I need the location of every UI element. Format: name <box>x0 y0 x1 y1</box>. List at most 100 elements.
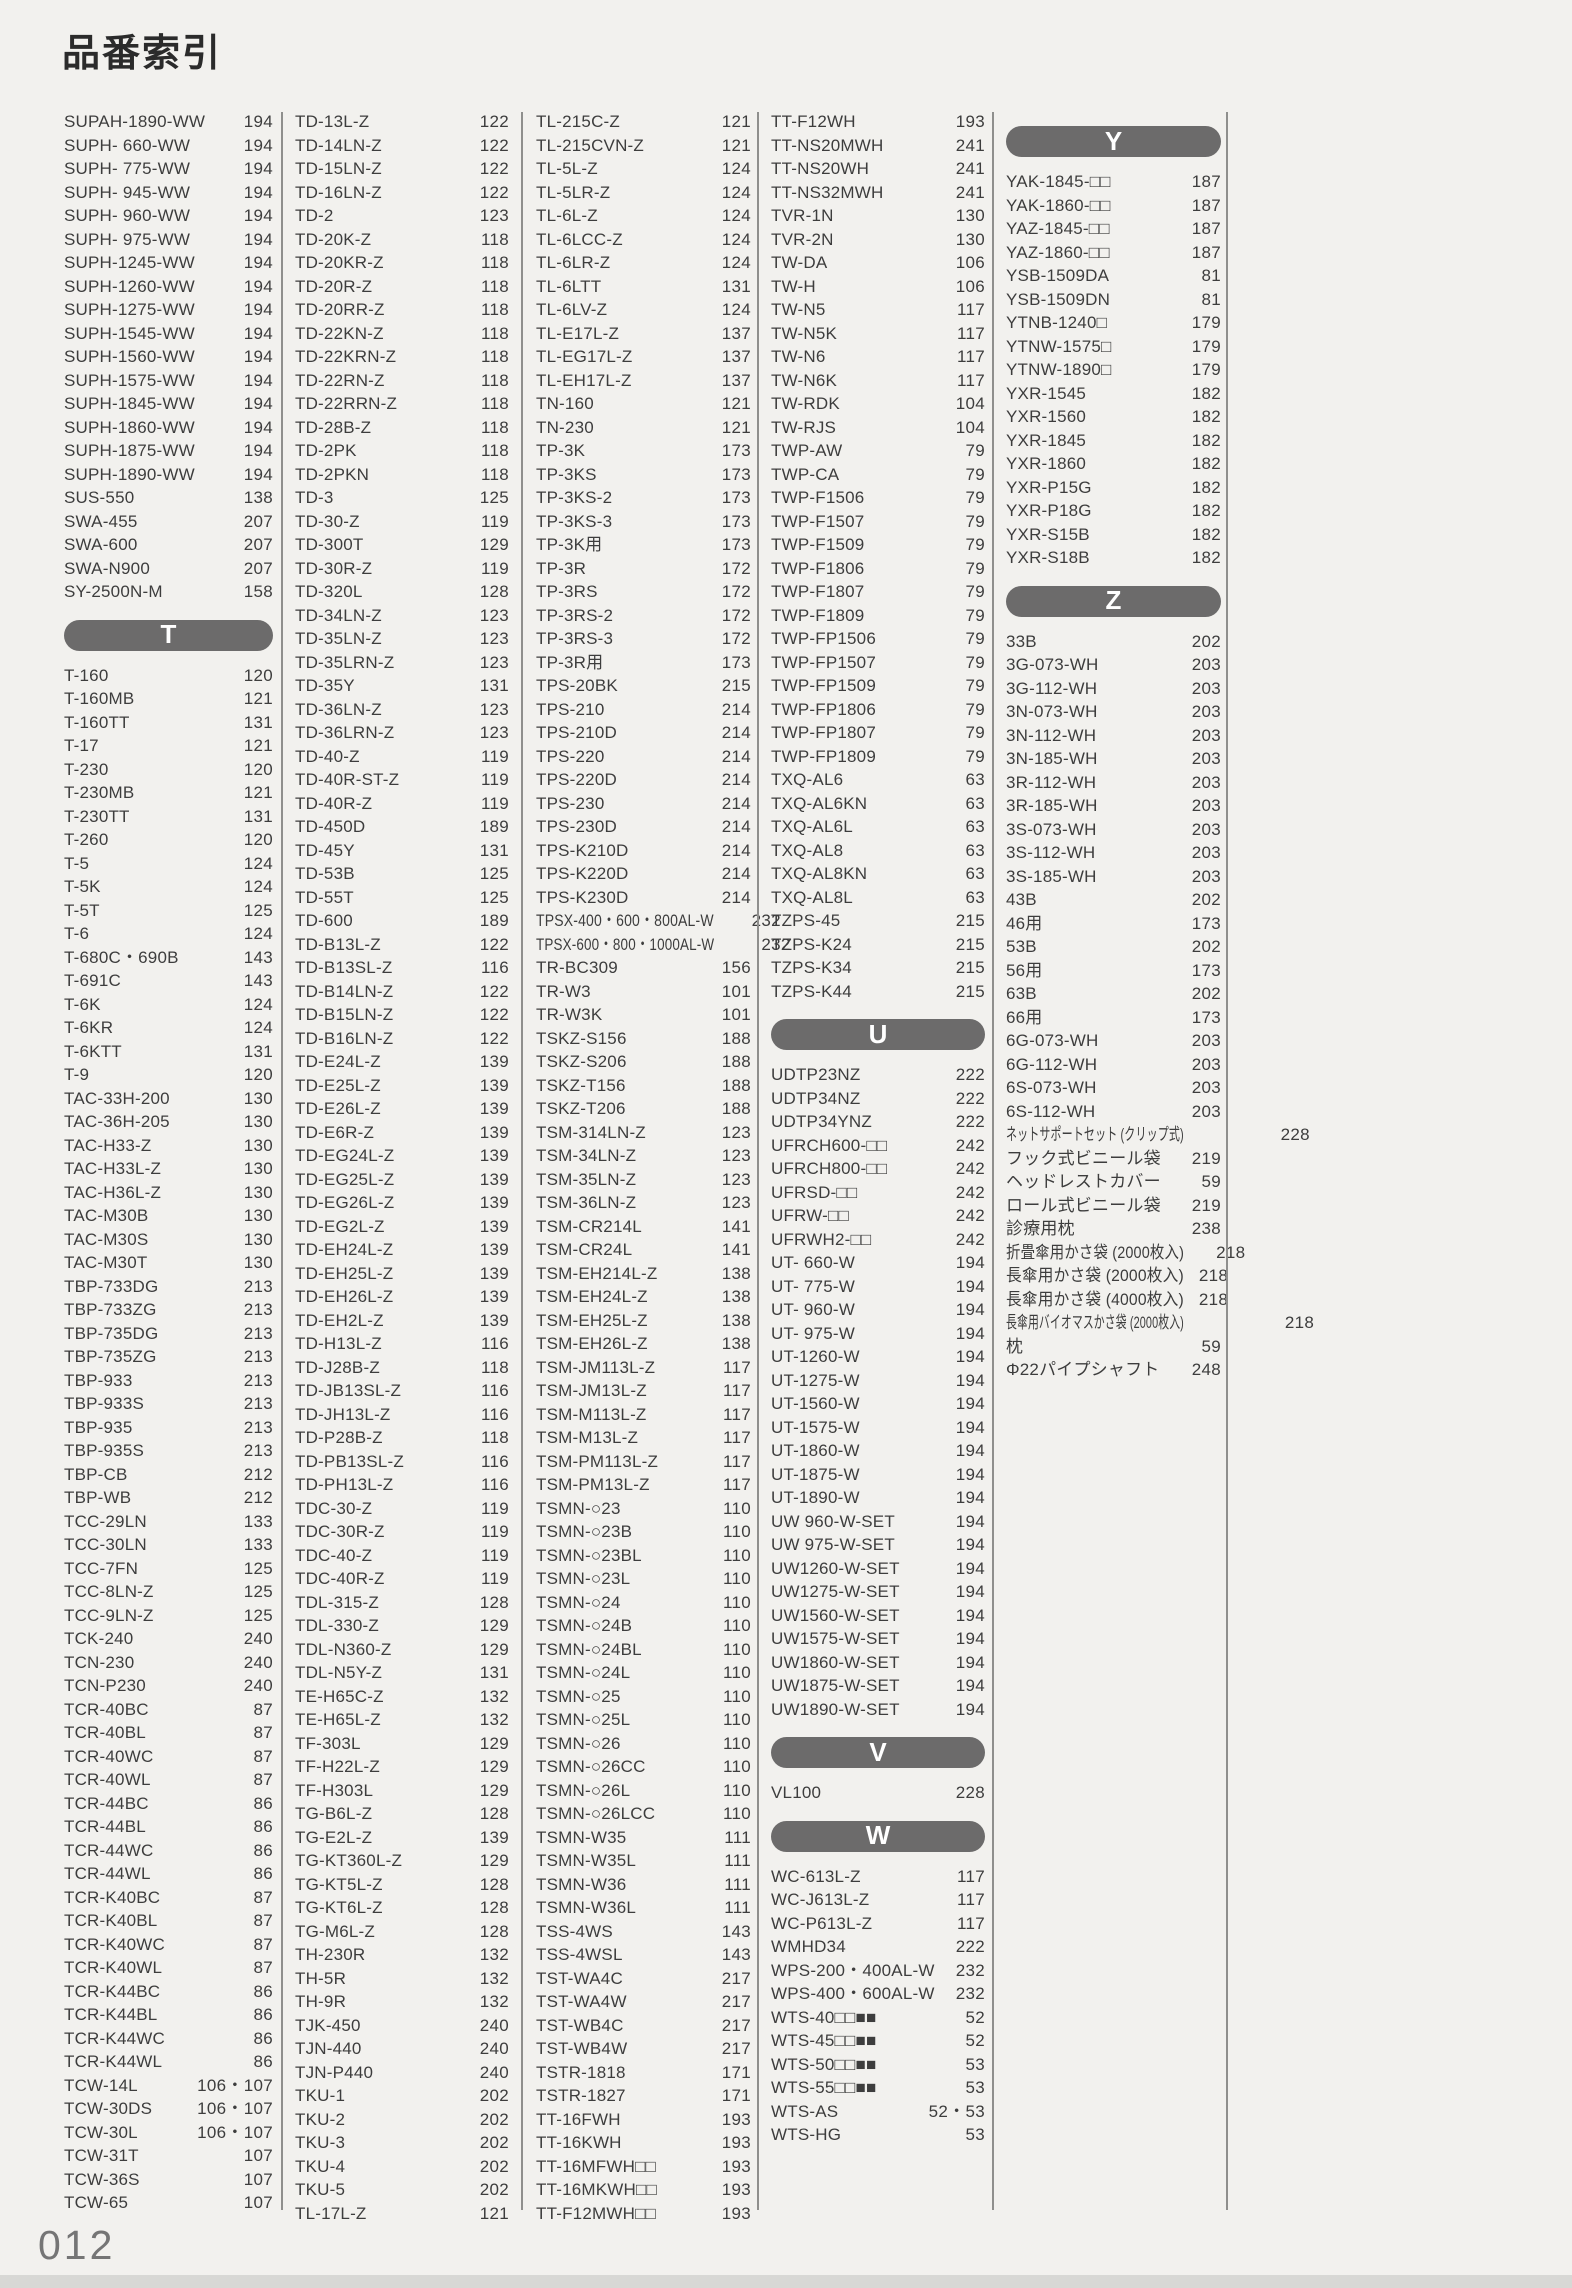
page-ref: 131 <box>243 806 273 826</box>
product-code: T-230 <box>64 759 109 779</box>
page-ref: 119 <box>480 511 509 531</box>
index-entry: TSMN-W36 111 <box>536 1873 751 1897</box>
product-code: TG-B6L-Z <box>295 1804 373 1823</box>
product-code: 長傘用バイオマスかさ袋 (2000枚入) <box>1006 1313 1184 1332</box>
page-ref: 125 <box>243 1582 273 1601</box>
product-code: UFRCH600-□□ <box>771 1135 888 1155</box>
page-ref: 52 <box>965 2007 985 2027</box>
index-entry: YXR-P15G 182 <box>1006 476 1221 500</box>
product-code: TCC-29LN <box>64 1511 147 1531</box>
page-ref: 120 <box>243 830 273 849</box>
index-entry: 33B 202 <box>1006 630 1221 654</box>
page-ref: 118 <box>480 323 509 343</box>
page-ref: 63 <box>965 840 985 860</box>
product-code: TSM-EH24L-Z <box>536 1287 648 1306</box>
index-entry: TSMN-○23 110 <box>536 1497 751 1521</box>
product-code: TDC-30R-Z <box>295 1522 385 1541</box>
page-ref: 172 <box>721 629 751 648</box>
page-ref: 173 <box>1191 1007 1221 1027</box>
product-code: TDL-N360-Z <box>295 1639 392 1659</box>
page-ref: 213 <box>243 1276 273 1296</box>
index-entry: TD-E26L-Z 139 <box>295 1097 509 1121</box>
product-code: TSKZ-T156 <box>536 1075 626 1095</box>
product-code: TT-16FWH <box>536 2109 621 2129</box>
index-entry: TD-35LRN-Z 123 <box>295 651 509 675</box>
page-ref: 189 <box>479 817 509 836</box>
index-entry: UT-1260-W 194 <box>771 1345 985 1369</box>
page-ref: 110 <box>722 1710 751 1729</box>
page-ref: 248 <box>1191 1360 1221 1379</box>
page-ref: 111 <box>724 1827 751 1847</box>
product-code: YTNW-1890□ <box>1006 360 1112 379</box>
product-code: UT-1860-W <box>771 1441 860 1460</box>
index-entry: TD-300T 129 <box>295 533 509 557</box>
product-code: TWP-FP1809 <box>771 746 876 766</box>
product-code: TW-N5K <box>771 323 838 343</box>
index-entry: UFRW-□□ 242 <box>771 1204 985 1228</box>
product-code: TCC-9LN-Z <box>64 1605 154 1625</box>
index-entry: TP-3KS-2 173 <box>536 486 751 510</box>
index-entry: TW-N5K 117 <box>771 322 985 346</box>
index-entry: T-160MB 121 <box>64 687 273 711</box>
index-entry: UW1875-W-SET 194 <box>771 1674 985 1698</box>
product-code: TD-J28B-Z <box>295 1357 380 1377</box>
product-code: T-160 <box>64 665 109 685</box>
page-ref: 124 <box>721 159 751 178</box>
product-code: 3R-112-WH <box>1006 772 1097 792</box>
page-ref: 202 <box>1191 890 1221 909</box>
product-code: TL-6LV-Z <box>536 300 608 319</box>
page-ref: 194 <box>955 1323 985 1343</box>
page-ref: 107 <box>243 2169 273 2189</box>
product-code: TSM-EH214L-Z <box>536 1263 658 1283</box>
index-entry: UW1260-W-SET 194 <box>771 1557 985 1581</box>
page-ref: 132 <box>479 1968 509 1988</box>
index-entry: UDTP34YNZ 222 <box>771 1110 985 1134</box>
page-ref: 138 <box>721 1287 751 1306</box>
product-code: TG-KT6L-Z <box>295 1898 383 1917</box>
page-ref: 143 <box>243 971 273 990</box>
product-code: SUPH- 945-WW <box>64 182 191 202</box>
index-entry: 56用 173 <box>1006 959 1221 983</box>
page-ref: 194 <box>955 1605 985 1625</box>
page-ref: 121 <box>721 135 751 155</box>
index-entry: TCW-36S 107 <box>64 2168 273 2192</box>
page-ref: 202 <box>479 2086 509 2105</box>
page-ref: 129 <box>479 1639 509 1659</box>
page-ref: 106・107 <box>197 2099 273 2118</box>
index-entry: TP-3R 172 <box>536 557 751 581</box>
index-entry: WPS-200・400AL-W 232 <box>771 1959 985 1983</box>
product-code: UW1275-W-SET <box>771 1582 900 1601</box>
index-entry: TD-34LN-Z 123 <box>295 604 509 628</box>
product-code: TSS-4WSL <box>536 1945 623 1964</box>
index-entry: YXR-1560 182 <box>1006 405 1221 429</box>
page-ref: 182 <box>1191 407 1221 426</box>
product-code: 長傘用かさ袋 (4000枚入) <box>1006 1289 1184 1309</box>
product-code: TKU-5 <box>295 2180 346 2199</box>
product-code: TCR-44WL <box>64 1864 151 1883</box>
index-entry: UFRCH800-□□ 242 <box>771 1157 985 1181</box>
index-entry: TH-9R 132 <box>295 1990 509 2014</box>
page-ref: 117 <box>956 347 985 366</box>
product-code: TG-M6L-Z <box>295 1921 375 1941</box>
page-ref: 110 <box>722 1569 751 1588</box>
product-code: UW1890-W-SET <box>771 1699 900 1719</box>
index-entry: TBP-CB 212 <box>64 1463 273 1487</box>
index-entry: TCR-K40BC 87 <box>64 1886 273 1910</box>
page-ref: 179 <box>1191 336 1221 356</box>
page-ref: 116 <box>480 1334 509 1353</box>
index-entry: TSKZ-S156 188 <box>536 1027 751 1051</box>
page-ref: 194 <box>243 370 273 390</box>
product-code: SWA-455 <box>64 511 138 531</box>
product-code: TW-RDK <box>771 394 840 413</box>
page-ref: 79 <box>965 511 985 531</box>
page-ref: 213 <box>243 1417 273 1437</box>
product-code: TSMN-○26 <box>536 1733 621 1753</box>
section-header-T: T <box>64 619 273 651</box>
index-entry: TD-PH13L-Z 116 <box>295 1473 509 1497</box>
page-ref: 123 <box>721 1169 751 1189</box>
product-code: TD-14LN-Z <box>295 135 382 155</box>
index-entry: TWP-FP1506 79 <box>771 627 985 651</box>
index-entry: TG-KT6L-Z 128 <box>295 1896 509 1920</box>
page-ref: 171 <box>721 2086 751 2105</box>
product-code: TSMN-○26LCC <box>536 1804 656 1823</box>
